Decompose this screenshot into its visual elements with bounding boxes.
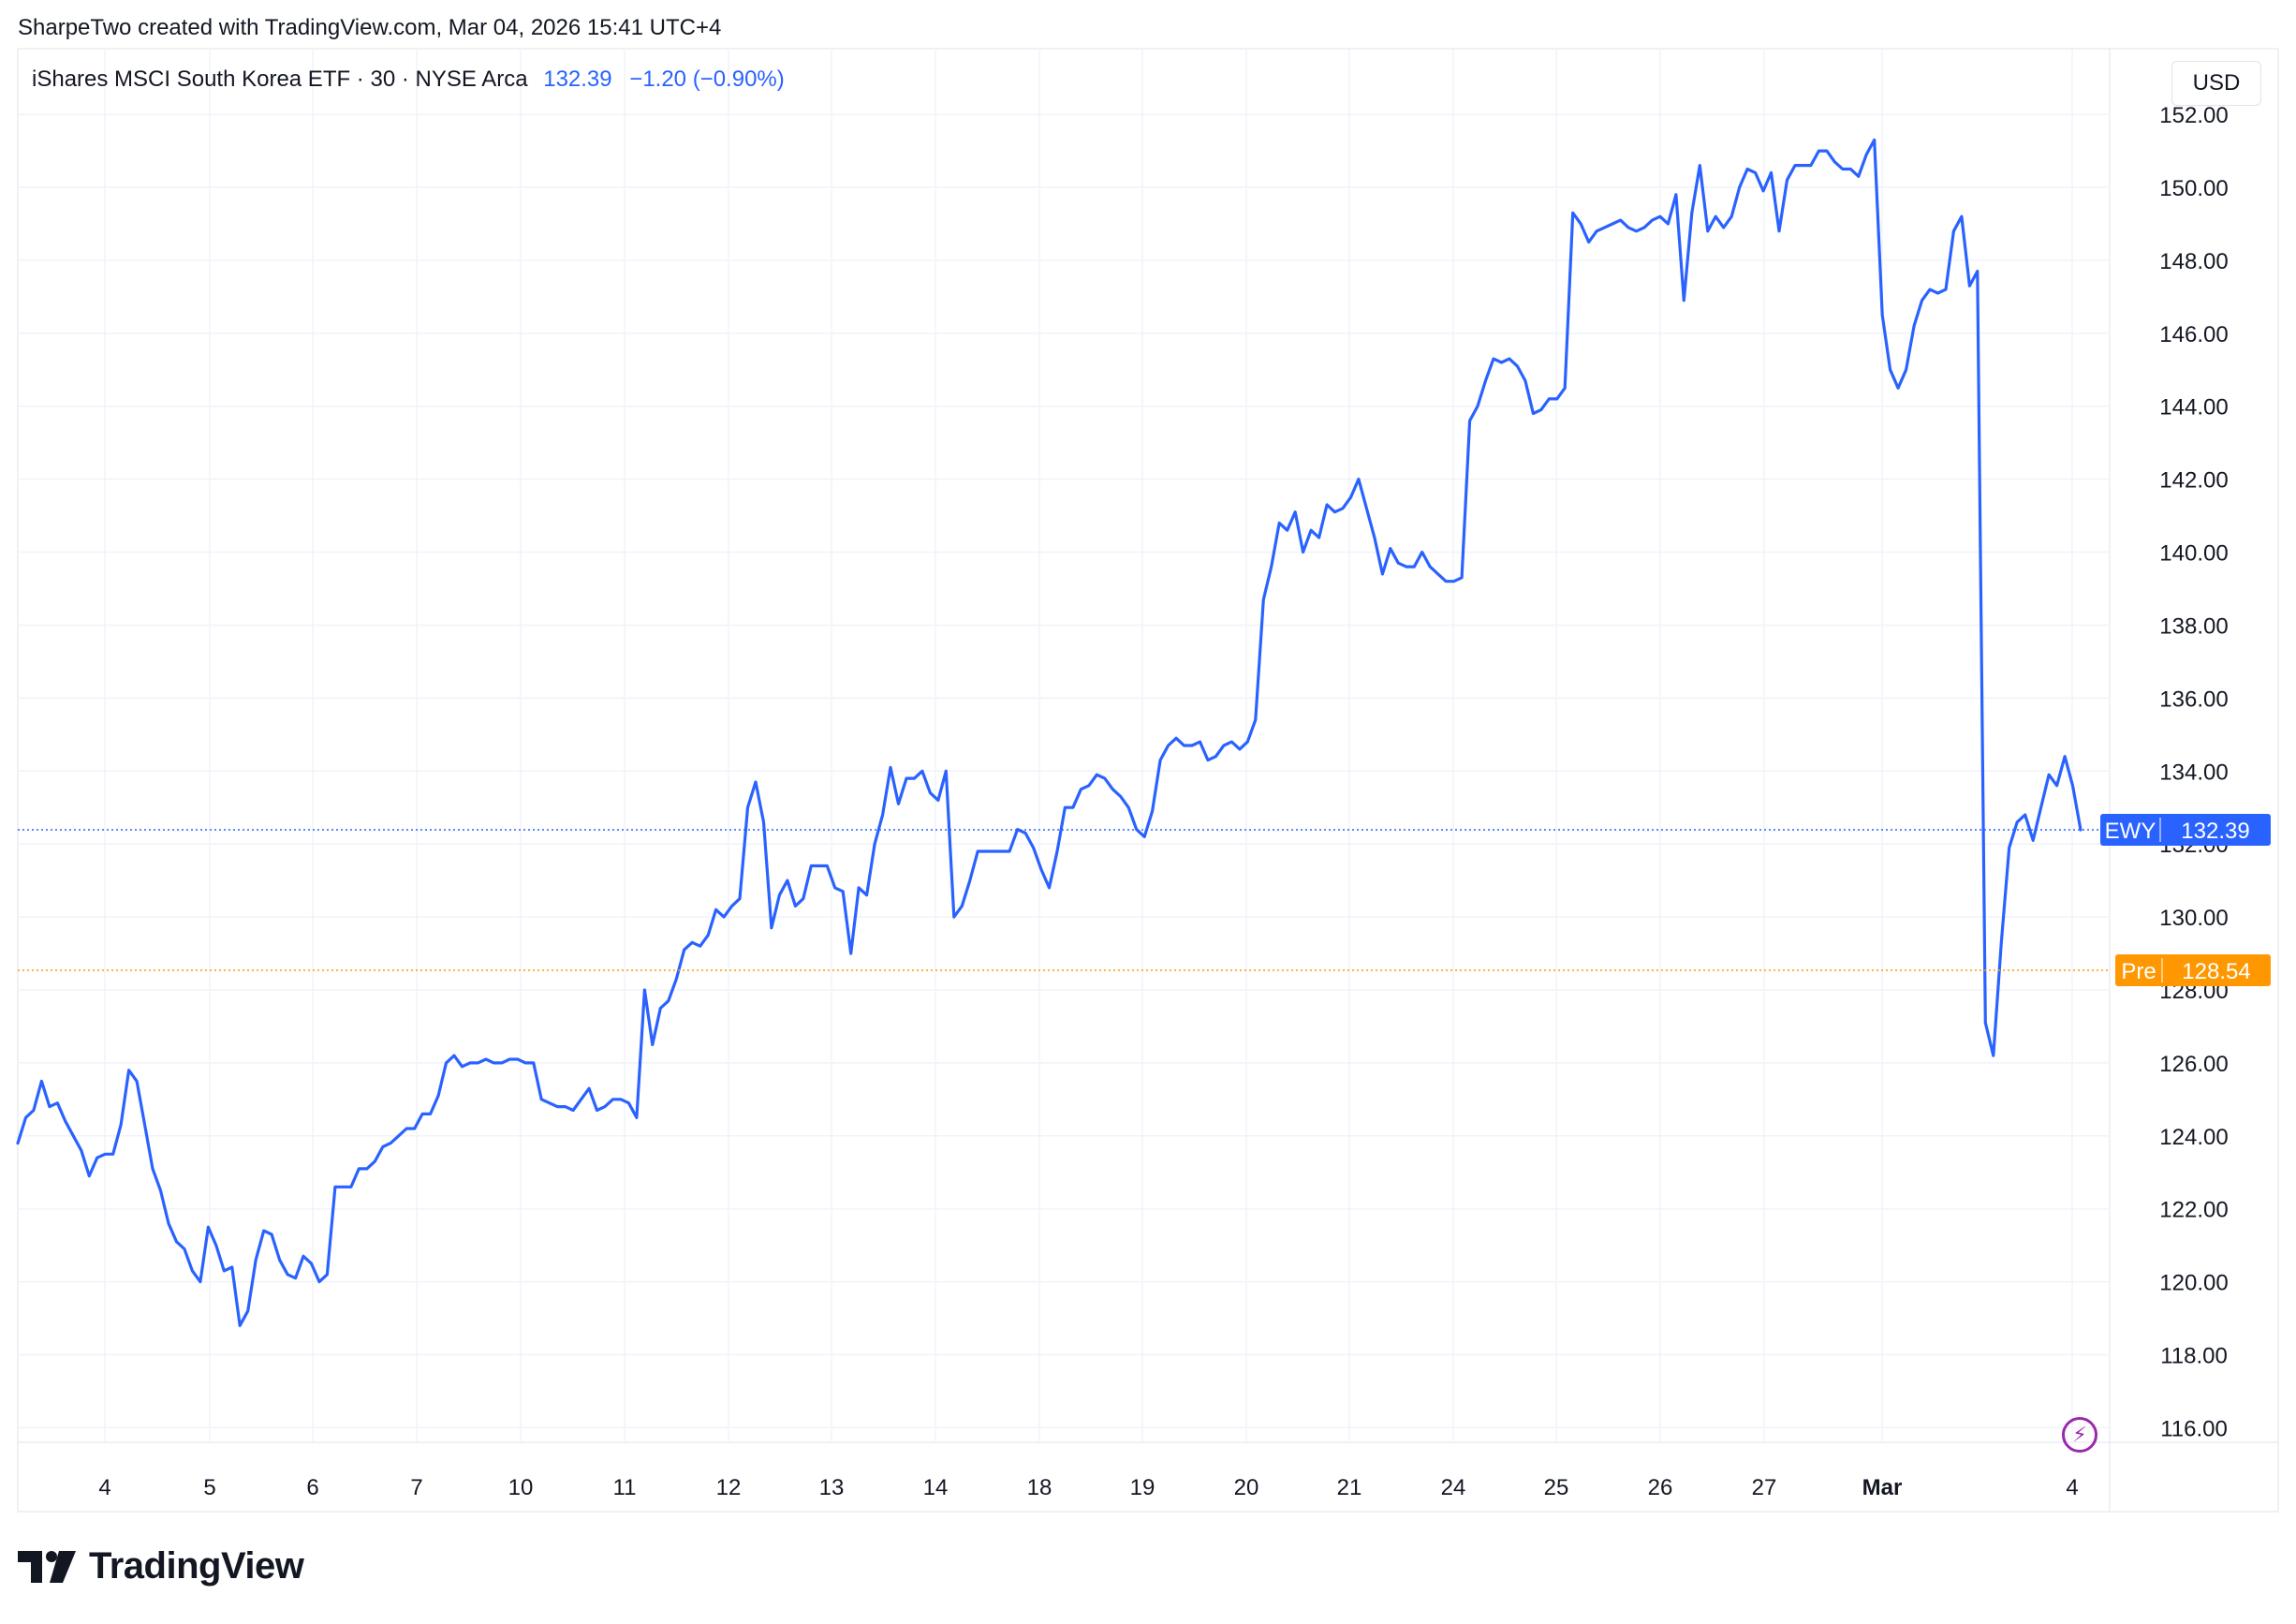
tradingview-logo[interactable]: TradingView <box>18 1545 304 1587</box>
x-tick-label: 11 <box>613 1475 637 1500</box>
price-labels: EWY 132.39 Pre 128.54 <box>2100 813 2271 986</box>
y-tick-label: 126.00 <box>2159 1052 2228 1077</box>
x-tick-label: Mar <box>1862 1475 1903 1500</box>
x-tick-label: 6 <box>306 1475 318 1500</box>
x-tick-label: 14 <box>923 1475 949 1500</box>
created-by-text: SharpeTwo created with TradingView.com, … <box>18 15 722 40</box>
y-tick-label: 136.00 <box>2159 687 2228 712</box>
y-tick-label: 138.00 <box>2159 613 2228 639</box>
lightning-bolt-icon[interactable]: ⚡ <box>2062 1417 2097 1453</box>
symbol-description: iShares MSCI South Korea ETF · 30 · NYSE… <box>32 66 528 92</box>
reference-lines <box>18 829 2110 971</box>
y-tick-label: 120.00 <box>2159 1271 2228 1296</box>
x-tick-label: 26 <box>1648 1475 1673 1500</box>
grid-lines <box>18 49 2110 1442</box>
y-tick-label: 148.00 <box>2159 249 2228 274</box>
y-tick-label: 144.00 <box>2159 395 2228 421</box>
y-tick-label: 152.00 <box>2159 103 2228 128</box>
x-tick-label: 18 <box>1027 1475 1052 1500</box>
x-tick-label: 20 <box>1234 1475 1259 1500</box>
pre-market-badge <box>2115 953 2271 986</box>
change-value: −1.20 (−0.90%) <box>629 66 785 92</box>
last-price-badge <box>2100 813 2271 846</box>
y-tick-label: 140.00 <box>2159 541 2228 567</box>
last-price-value: 132.39 <box>2181 819 2249 844</box>
price-series <box>16 138 2083 1327</box>
y-tick-label: 142.00 <box>2159 468 2228 494</box>
x-tick-label: 24 <box>1441 1475 1466 1500</box>
pre-market-value: 128.54 <box>2182 959 2250 984</box>
y-tick-label: 116.00 <box>2160 1416 2228 1441</box>
x-tick-label: 4 <box>98 1475 110 1500</box>
symbol-legend[interactable]: iShares MSCI South Korea ETF · 30 · NYSE… <box>32 66 785 93</box>
y-tick-label: 130.00 <box>2159 906 2228 931</box>
y-tick-label: 118.00 <box>2160 1344 2228 1369</box>
x-tick-label: 19 <box>1130 1475 1155 1500</box>
x-tick-label: 25 <box>1544 1475 1569 1500</box>
chart-frame <box>17 48 2279 1513</box>
y-tick-label: 150.00 <box>2159 176 2228 201</box>
x-tick-label: 13 <box>819 1475 845 1500</box>
last-value: 132.39 <box>543 66 612 92</box>
logo-text: TradingView <box>89 1545 304 1587</box>
price-line <box>16 138 2083 1327</box>
time-axis[interactable]: 4 5 6 7 10 11 12 13 14 18 19 20 21 24 25 26 27 Mar 4 <box>98 1475 2078 1500</box>
x-tick-label: 12 <box>716 1475 742 1500</box>
last-price-symbol: EWY <box>2105 819 2156 844</box>
price-axis[interactable]: 116.00118.00120.00122.00124.00126.00128.… <box>2159 103 2228 1441</box>
x-tick-label: 10 <box>508 1475 534 1500</box>
tradingview-logo-icon <box>18 1550 76 1583</box>
x-tick-label: 27 <box>1752 1475 1777 1500</box>
y-tick-label: 122.00 <box>2159 1198 2228 1223</box>
y-tick-label: 134.00 <box>2159 760 2228 785</box>
currency-button[interactable]: USD <box>2171 61 2261 106</box>
y-tick-label: 124.00 <box>2159 1125 2228 1150</box>
x-tick-label: 21 <box>1337 1475 1362 1500</box>
pre-market-label: Pre <box>2121 959 2156 984</box>
y-tick-label: 146.00 <box>2159 322 2228 347</box>
x-tick-label: 4 <box>2066 1475 2078 1500</box>
x-tick-label: 5 <box>203 1475 215 1500</box>
x-tick-label: 7 <box>410 1475 422 1500</box>
